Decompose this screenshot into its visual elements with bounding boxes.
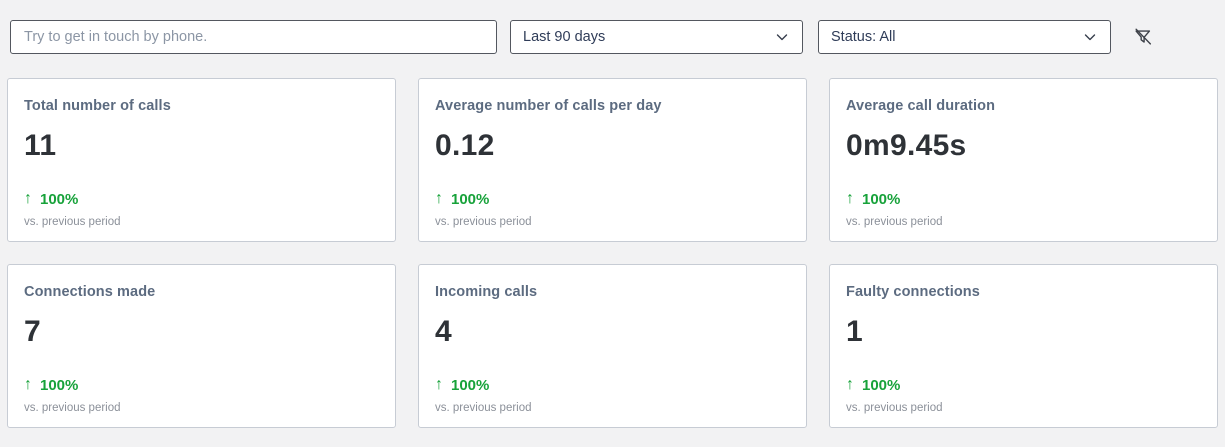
- status-dropdown[interactable]: Status: All: [818, 20, 1111, 54]
- comparison-label: vs. previous period: [846, 402, 943, 414]
- chevron-down-icon: [776, 34, 788, 41]
- card-value: 0m9.45s: [846, 129, 967, 162]
- card-title: Connections made: [24, 284, 156, 300]
- comparison-label: vs. previous period: [846, 216, 943, 228]
- card-title: Average call duration: [846, 98, 996, 114]
- card-title: Total number of calls: [24, 98, 171, 114]
- date-range-value: Last 90 days: [523, 29, 606, 45]
- stat-card-faulty-connections: Faulty connections 1 ↑ 100% vs. previous…: [829, 264, 1218, 428]
- stat-card-incoming-calls: Incoming calls 4 ↑ 100% vs. previous per…: [418, 264, 807, 428]
- filters-toolbar: Last 90 days Status: All: [0, 0, 1225, 54]
- stat-card-avg-calls-per-day: Average number of calls per day 0.12 ↑ 1…: [418, 78, 807, 242]
- arrow-up-icon: ↑: [24, 376, 32, 393]
- delta-percent: 100%: [862, 190, 901, 208]
- stat-card-total-calls: Total number of calls 11 ↑ 100% vs. prev…: [7, 78, 396, 242]
- card-value: 11: [24, 129, 57, 162]
- stat-card-avg-call-duration: Average call duration 0m9.45s ↑ 100% vs.…: [829, 78, 1218, 242]
- clear-filters-button[interactable]: [1130, 24, 1156, 50]
- delta-percent: 100%: [40, 376, 79, 394]
- card-value: 0.12: [435, 129, 495, 162]
- card-delta: ↑ 100%: [24, 190, 379, 208]
- card-value: 7: [24, 315, 41, 348]
- comparison-label: vs. previous period: [24, 402, 121, 414]
- delta-percent: 100%: [40, 190, 79, 208]
- delta-percent: 100%: [451, 376, 490, 394]
- stat-card-connections-made: Connections made 7 ↑ 100% vs. previous p…: [7, 264, 396, 428]
- arrow-up-icon: ↑: [435, 376, 443, 393]
- card-delta: ↑ 100%: [435, 190, 790, 208]
- card-value: 1: [846, 315, 863, 348]
- arrow-up-icon: ↑: [24, 190, 32, 207]
- card-delta: ↑ 100%: [846, 376, 1201, 394]
- card-delta: ↑ 100%: [24, 376, 379, 394]
- arrow-up-icon: ↑: [846, 376, 854, 393]
- card-title: Incoming calls: [435, 284, 538, 300]
- stats-grid: Total number of calls 11 ↑ 100% vs. prev…: [7, 78, 1218, 428]
- card-title: Average number of calls per day: [435, 98, 662, 114]
- comparison-label: vs. previous period: [435, 216, 532, 228]
- status-value: Status: All: [831, 29, 896, 45]
- filter-off-icon: [1135, 28, 1152, 45]
- arrow-up-icon: ↑: [435, 190, 443, 207]
- date-range-dropdown[interactable]: Last 90 days: [510, 20, 803, 54]
- search-input[interactable]: [10, 20, 497, 54]
- delta-percent: 100%: [862, 376, 901, 394]
- arrow-up-icon: ↑: [846, 190, 854, 207]
- delta-percent: 100%: [451, 190, 490, 208]
- card-delta: ↑ 100%: [435, 376, 790, 394]
- card-title: Faulty connections: [846, 284, 980, 300]
- card-value: 4: [435, 315, 452, 348]
- comparison-label: vs. previous period: [24, 216, 121, 228]
- chevron-down-icon: [1084, 34, 1096, 41]
- comparison-label: vs. previous period: [435, 402, 532, 414]
- card-delta: ↑ 100%: [846, 190, 1201, 208]
